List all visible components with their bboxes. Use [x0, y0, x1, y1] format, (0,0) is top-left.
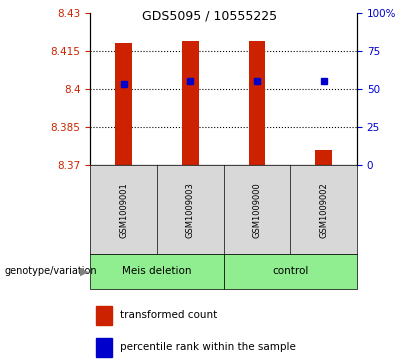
Bar [96, 306, 112, 325]
Text: ▶: ▶ [80, 266, 88, 276]
Text: GSM1009003: GSM1009003 [186, 182, 195, 237]
FancyBboxPatch shape [90, 254, 223, 289]
FancyBboxPatch shape [223, 254, 357, 289]
Text: transformed count: transformed count [120, 310, 217, 321]
Bar [249, 41, 265, 165]
Text: GSM1009001: GSM1009001 [119, 182, 128, 237]
Bar [182, 41, 199, 165]
Text: control: control [272, 266, 309, 276]
Text: GSM1009000: GSM1009000 [252, 182, 262, 237]
Bar [96, 338, 112, 356]
Text: Meis deletion: Meis deletion [122, 266, 192, 276]
Text: genotype/variation: genotype/variation [4, 266, 97, 276]
Bar [116, 43, 132, 165]
Bar [315, 150, 332, 165]
Text: percentile rank within the sample: percentile rank within the sample [120, 342, 296, 352]
Text: GDS5095 / 10555225: GDS5095 / 10555225 [142, 9, 278, 22]
Text: GSM1009002: GSM1009002 [319, 182, 328, 237]
